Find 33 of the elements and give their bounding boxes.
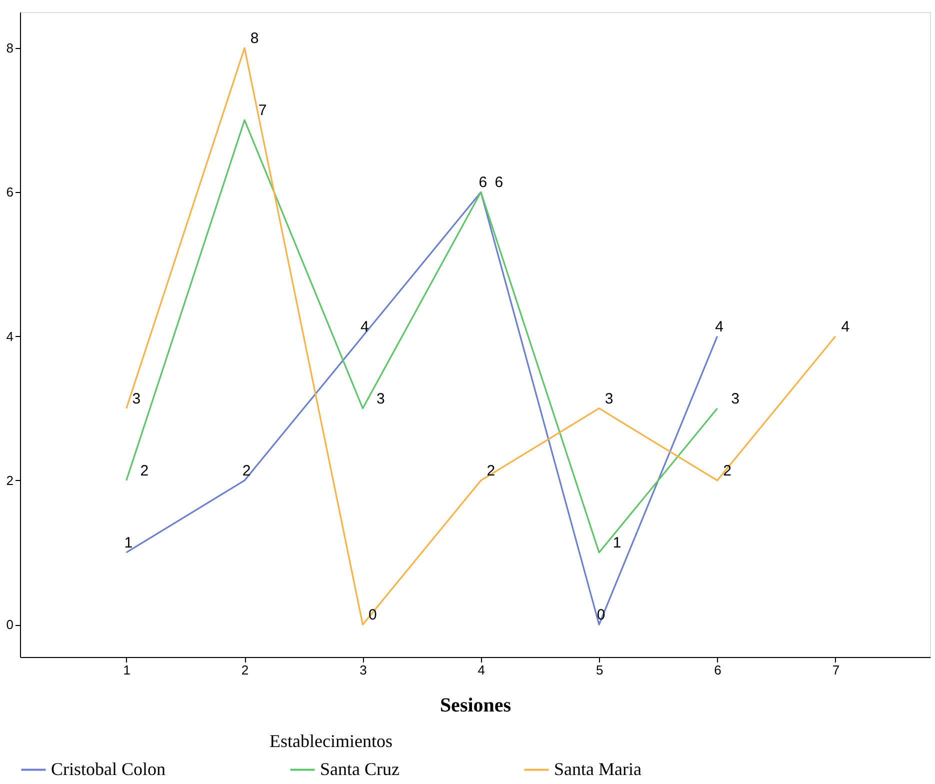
data-label: 6 [494, 174, 504, 192]
data-label: 4 [841, 318, 850, 336]
x-tick-label: 2 [241, 662, 249, 678]
legend-label: Cristobal Colon [51, 758, 166, 779]
x-tick-label: 5 [596, 662, 604, 678]
x-tick-label: 7 [832, 662, 840, 678]
data-label: 3 [604, 390, 614, 408]
x-axis-title: Sesiones [440, 694, 512, 716]
x-tick-label: 6 [714, 662, 722, 678]
x-tick-label: 1 [123, 662, 130, 678]
y-tick-label: 0 [6, 617, 14, 632]
data-label: 1 [612, 534, 622, 552]
data-label: 6 [478, 174, 488, 192]
line-series [126, 47, 836, 626]
data-label: 3 [132, 390, 141, 408]
data-label: 2 [242, 462, 251, 480]
data-label: 3 [731, 390, 740, 408]
x-tick-label: 4 [478, 662, 486, 678]
y-tick-label: 4 [6, 328, 14, 344]
legend-title: Establecimientos [270, 731, 392, 751]
y-tick-label: 6 [6, 184, 14, 200]
legend-label: Santa Maria [554, 758, 642, 779]
y-tick-label: 8 [6, 40, 14, 56]
data-label: 4 [360, 318, 369, 336]
data-label: 8 [250, 30, 259, 48]
data-label: 2 [140, 462, 149, 480]
data-label: 4 [715, 318, 724, 336]
legend-label: Santa Cruz [320, 758, 400, 779]
y-tick-label: 2 [6, 472, 14, 488]
data-label: 1 [124, 534, 133, 552]
data-label: 7 [258, 102, 267, 120]
x-tick-label: 3 [360, 662, 367, 678]
data-label: 3 [376, 390, 385, 408]
